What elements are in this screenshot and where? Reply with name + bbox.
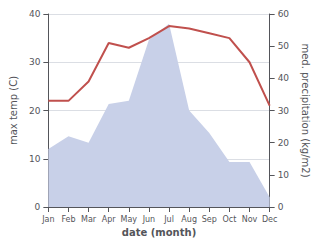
svg-text:May: May	[121, 215, 138, 224]
svg-text:Dec: Dec	[262, 215, 277, 224]
svg-text:Oct: Oct	[222, 215, 236, 224]
svg-text:0: 0	[35, 202, 41, 212]
svg-text:30: 30	[278, 106, 290, 116]
svg-text:Nov: Nov	[242, 215, 258, 224]
svg-text:50: 50	[278, 41, 290, 51]
svg-text:Apr: Apr	[102, 215, 117, 224]
svg-text:40: 40	[278, 73, 290, 83]
svg-text:10: 10	[278, 170, 290, 180]
svg-text:30: 30	[29, 57, 41, 67]
svg-text:20: 20	[29, 106, 41, 116]
svg-text:Sep: Sep	[202, 215, 217, 224]
svg-text:Jun: Jun	[142, 215, 156, 224]
svg-text:10: 10	[29, 154, 41, 164]
svg-text:date (month): date (month)	[122, 227, 196, 238]
svg-text:max temp (C): max temp (C)	[8, 76, 19, 145]
svg-text:Jan: Jan	[41, 215, 54, 224]
svg-text:60: 60	[278, 9, 290, 19]
svg-text:Jul: Jul	[163, 215, 174, 224]
svg-text:Mar: Mar	[81, 215, 97, 224]
svg-text:Aug: Aug	[181, 215, 197, 224]
svg-text:Feb: Feb	[61, 215, 75, 224]
svg-text:20: 20	[278, 138, 290, 148]
svg-text:med. precipitation (kg/m2): med. precipitation (kg/m2)	[300, 43, 311, 177]
svg-text:40: 40	[29, 9, 41, 19]
svg-text:0: 0	[278, 202, 284, 212]
